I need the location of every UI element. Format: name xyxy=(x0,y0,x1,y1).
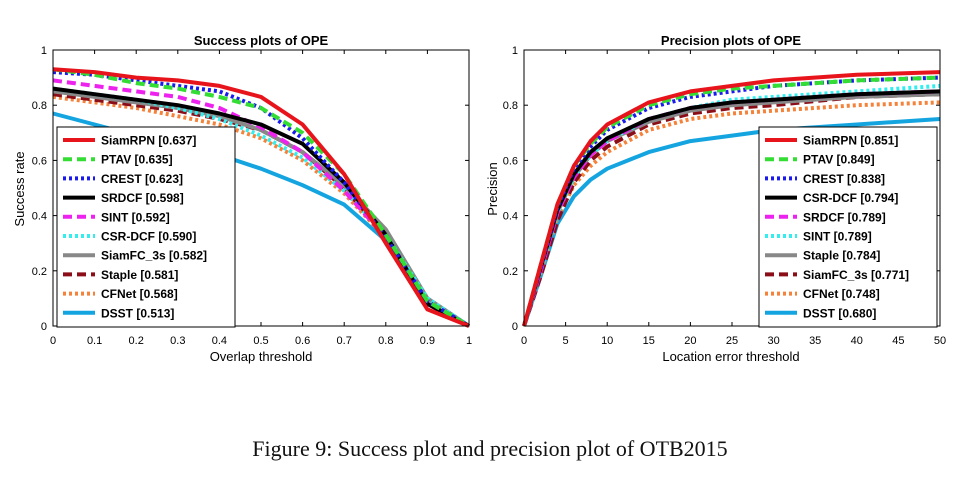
legend-entry-label: DSST [0.513] xyxy=(101,306,174,320)
legend-box xyxy=(758,126,938,328)
success-plot: Success plots of OPE 0 0.1 0.2 0.3 0.4 0.5 0.6… xyxy=(12,33,472,364)
legend-entry-label: CSR-DCF [0.794] xyxy=(803,191,898,205)
legend-entry-label: PTAV [0.635] xyxy=(101,153,173,167)
series-line-siamrpn xyxy=(52,67,470,328)
x-tick-label: 1 xyxy=(466,335,472,347)
y-tick-label: 0.8 xyxy=(503,100,518,112)
y-tick-label: 0.4 xyxy=(503,211,518,223)
x-tick-label: 50 xyxy=(934,335,946,347)
series-line-ptav xyxy=(52,67,471,328)
y-axis-label: Success rate xyxy=(12,151,27,226)
x-tick-label: 40 xyxy=(851,335,863,347)
x-tick-label: 5 xyxy=(563,335,569,347)
y-tick-label: 0.8 xyxy=(32,100,47,112)
y-tick-label: 1 xyxy=(512,45,518,57)
x-tick-label: 0.2 xyxy=(129,335,144,347)
legend-entry-label: CREST [0.838] xyxy=(803,172,885,186)
x-tick-label: 20 xyxy=(684,335,696,347)
x-tick-label: 0.7 xyxy=(337,335,352,347)
legend-entry-label: SiamRPN [0.851] xyxy=(803,134,898,148)
y-tick-label: 0.6 xyxy=(32,155,47,167)
legend-entry-label: SiamFC_3s [0.582] xyxy=(101,249,207,263)
legend-entry-label: CREST [0.623] xyxy=(101,172,183,186)
y-tick-label: 0.6 xyxy=(503,155,518,167)
x-tick-label: 0.5 xyxy=(253,335,268,347)
legend-entry-label: SRDCF [0.598] xyxy=(101,191,184,205)
y-tick-label: 0 xyxy=(512,321,518,333)
legend-entry-label: CFNet [0.748] xyxy=(803,287,880,301)
figure-caption: Figure 9: Success plot and precision plo… xyxy=(252,436,728,461)
legend-entry-label: SINT [0.592] xyxy=(101,210,170,224)
legend-entry-label: DSST [0.680] xyxy=(803,306,876,320)
legend-entry-label: SiamRPN [0.637] xyxy=(101,134,196,148)
x-axis-label: Location error threshold xyxy=(662,349,799,364)
legend-entry-label: CFNet [0.568] xyxy=(101,287,178,301)
figure-canvas: Success plots of OPE 0 0.1 0.2 0.3 0.4 0.5 0.6… xyxy=(12,33,946,364)
legend-entry-label: SINT [0.789] xyxy=(803,230,872,244)
legend-entry-label: PTAV [0.849] xyxy=(803,153,875,167)
x-tick-label: 0 xyxy=(50,335,56,347)
legend-entry-label: CSR-DCF [0.590] xyxy=(101,230,196,244)
x-tick-label: 0.4 xyxy=(212,335,227,347)
y-tick-label: 0.2 xyxy=(32,266,47,278)
x-tick-label: 15 xyxy=(643,335,655,347)
y-tick-label: 0.2 xyxy=(503,266,518,278)
legend-entry-label: SRDCF [0.789] xyxy=(803,210,886,224)
legend-entry-label: Staple [0.581] xyxy=(101,268,178,282)
x-tick-label: 30 xyxy=(767,335,779,347)
y-tick-label: 1 xyxy=(41,45,47,57)
x-axis-label: Overlap threshold xyxy=(210,349,313,364)
y-axis-label: Precision xyxy=(485,162,500,215)
x-tick-label: 0 xyxy=(521,335,527,347)
legend-box xyxy=(56,126,236,328)
x-tick-label: 0.3 xyxy=(170,335,185,347)
x-tick-label: 0.9 xyxy=(420,335,435,347)
precision-plot: Precision plots of OPE 0 5 10 15 20 25 30 35 40 4… xyxy=(485,33,946,364)
x-tick-label: 0.1 xyxy=(87,335,102,347)
legend-entry-label: Staple [0.784] xyxy=(803,249,880,263)
series-line-siamfc-3s xyxy=(52,89,471,328)
legend-entry-label: SiamFC_3s [0.771] xyxy=(803,268,909,282)
x-tick-label: 0.8 xyxy=(378,335,393,347)
x-tick-label: 0.6 xyxy=(295,335,310,347)
chart-title: Precision plots of OPE xyxy=(661,33,801,48)
chart-title: Success plots of OPE xyxy=(194,33,329,48)
x-tick-label: 45 xyxy=(892,335,904,347)
y-tick-label: 0 xyxy=(41,321,47,333)
series-line-siamrpn xyxy=(522,70,941,327)
series-line-siamfc-3s xyxy=(522,92,941,327)
series-line-srdcf xyxy=(52,86,470,328)
x-tick-label: 25 xyxy=(726,335,738,347)
x-tick-label: 35 xyxy=(809,335,821,347)
x-tick-label: 10 xyxy=(601,335,613,347)
y-tick-label: 0.4 xyxy=(32,211,47,223)
